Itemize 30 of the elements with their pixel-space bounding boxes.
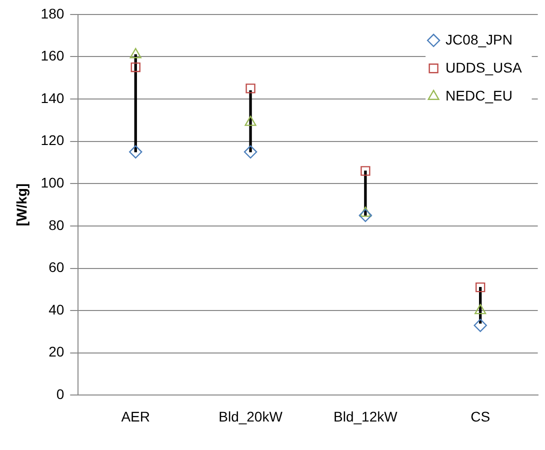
y-tick-label: 100	[40, 174, 64, 191]
y-tick-label: 140	[40, 90, 64, 106]
point	[130, 62, 140, 72]
y-tick-label: 120	[40, 132, 64, 148]
x-tick-label: Bld_12kW	[334, 408, 398, 424]
point	[360, 166, 370, 176]
y-tick-label: 0	[56, 386, 64, 402]
y-tick-label: 160	[40, 48, 64, 64]
point	[246, 84, 256, 94]
y-tick-label: 60	[48, 259, 64, 276]
point	[244, 116, 256, 126]
legend-label: NEDC_EU	[446, 87, 512, 104]
point	[130, 48, 142, 58]
point	[474, 304, 486, 314]
x-tick-label: CS	[470, 408, 490, 424]
point	[129, 145, 142, 159]
y-tick-label: 80	[48, 216, 64, 233]
point	[474, 318, 487, 332]
y-tick-label: 40	[48, 301, 64, 318]
x-tick-label: Bld_20kW	[218, 408, 284, 424]
x-tick-label: AER	[121, 408, 150, 424]
y-tick-label: 180	[40, 5, 64, 22]
point	[244, 145, 258, 159]
legend-label: JC08_JPN	[446, 31, 512, 48]
y-axis-title: [W/kg]	[13, 183, 30, 226]
point	[476, 282, 486, 292]
point	[358, 208, 372, 222]
legend-label: UDDS_USA	[446, 59, 522, 76]
y-tick-label: 20	[48, 344, 64, 360]
point	[360, 206, 372, 217]
